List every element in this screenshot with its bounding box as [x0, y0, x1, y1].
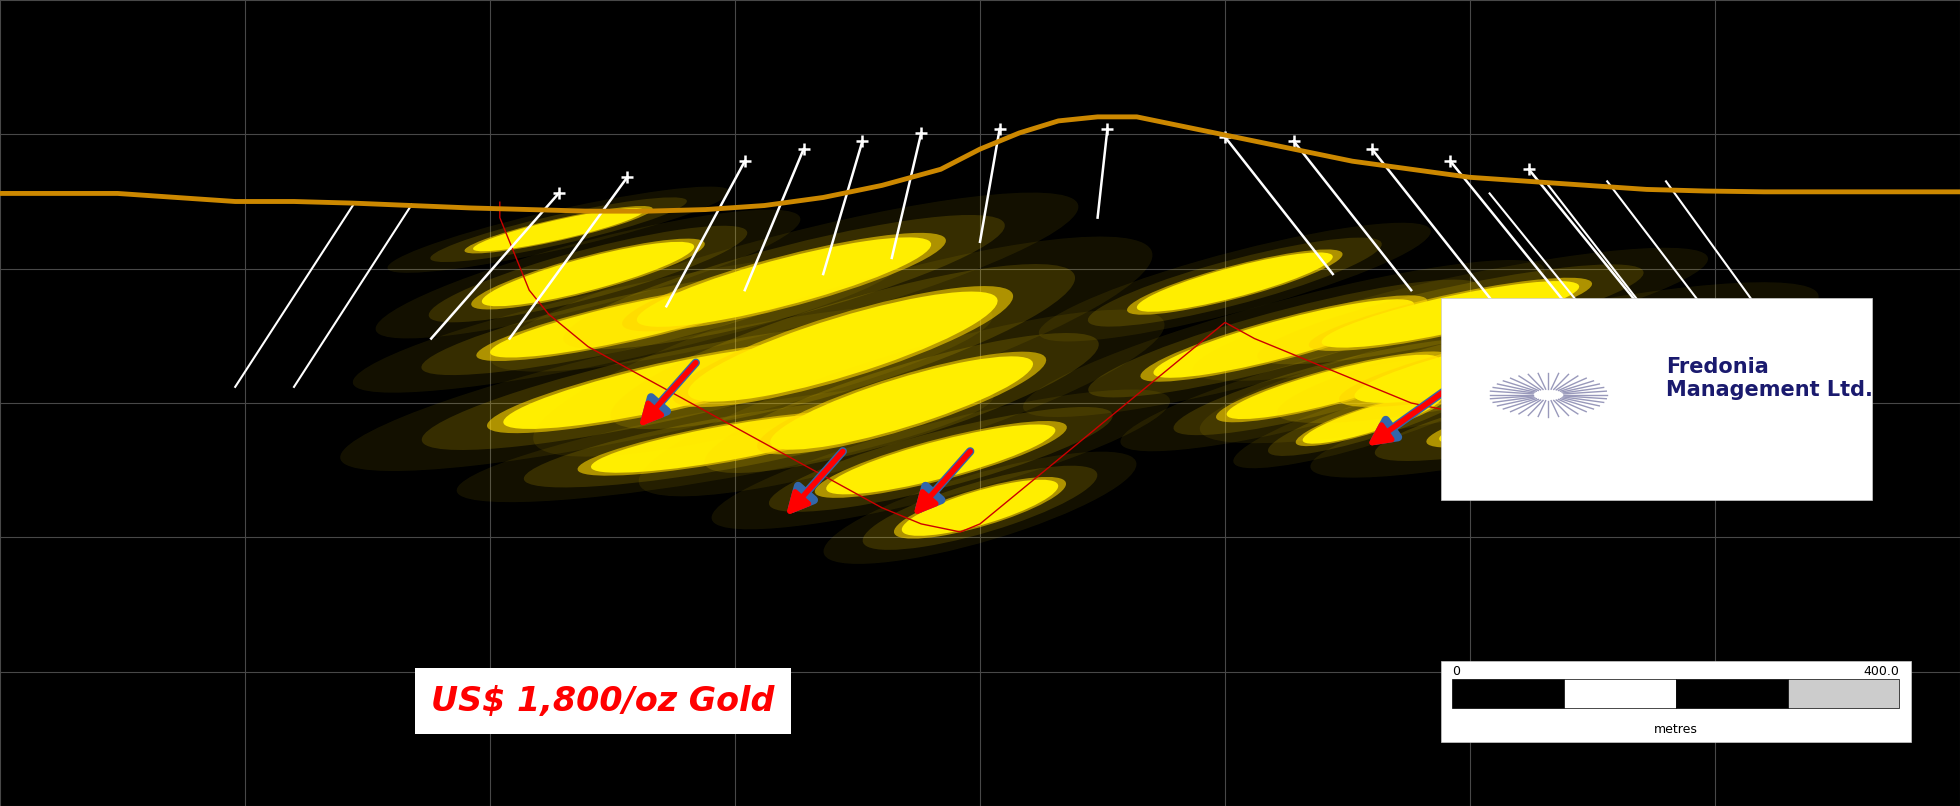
Ellipse shape	[470, 239, 706, 310]
Ellipse shape	[1321, 281, 1580, 347]
Ellipse shape	[523, 399, 927, 488]
Ellipse shape	[768, 407, 1113, 512]
Ellipse shape	[1296, 392, 1448, 447]
Ellipse shape	[621, 233, 947, 331]
Ellipse shape	[1311, 344, 1825, 478]
Ellipse shape	[704, 333, 1100, 473]
Ellipse shape	[770, 356, 1033, 450]
Ellipse shape	[1215, 351, 1450, 422]
Ellipse shape	[711, 389, 1170, 530]
Bar	[1788, 679, 1899, 708]
Ellipse shape	[388, 186, 729, 273]
Ellipse shape	[1227, 355, 1439, 419]
Ellipse shape	[1039, 222, 1431, 342]
Ellipse shape	[486, 341, 847, 433]
Ellipse shape	[1354, 322, 1664, 403]
FancyBboxPatch shape	[1441, 661, 1911, 742]
Ellipse shape	[476, 284, 778, 361]
Text: 0: 0	[1452, 665, 1460, 678]
Ellipse shape	[862, 466, 1098, 550]
Ellipse shape	[592, 413, 858, 473]
Text: 400.0: 400.0	[1864, 665, 1899, 678]
Ellipse shape	[827, 425, 1054, 494]
Ellipse shape	[578, 411, 872, 476]
Ellipse shape	[1303, 395, 1441, 443]
Text: Fredonia
Management Ltd.: Fredonia Management Ltd.	[1666, 357, 1874, 401]
Ellipse shape	[1374, 361, 1762, 461]
Ellipse shape	[612, 264, 1074, 429]
Ellipse shape	[1427, 375, 1709, 447]
Ellipse shape	[1088, 280, 1480, 397]
Ellipse shape	[637, 237, 931, 327]
Ellipse shape	[1194, 247, 1707, 381]
Ellipse shape	[1023, 260, 1544, 417]
Ellipse shape	[490, 287, 764, 358]
Ellipse shape	[902, 480, 1058, 536]
Ellipse shape	[757, 351, 1047, 455]
Ellipse shape	[1439, 378, 1697, 444]
Ellipse shape	[1127, 249, 1343, 315]
Ellipse shape	[1256, 264, 1644, 364]
Ellipse shape	[688, 292, 998, 401]
Ellipse shape	[1088, 238, 1382, 326]
Ellipse shape	[1339, 318, 1680, 407]
Ellipse shape	[1200, 282, 1819, 443]
Ellipse shape	[482, 242, 694, 306]
Text: US$ 1,800/oz Gold: US$ 1,800/oz Gold	[431, 685, 774, 717]
Ellipse shape	[815, 421, 1066, 498]
Ellipse shape	[431, 197, 686, 262]
Ellipse shape	[1141, 295, 1427, 382]
Ellipse shape	[353, 252, 902, 393]
Ellipse shape	[894, 477, 1066, 538]
Bar	[1676, 679, 1788, 708]
Ellipse shape	[421, 324, 911, 450]
Ellipse shape	[1309, 278, 1592, 351]
Ellipse shape	[376, 210, 800, 339]
Bar	[1452, 679, 1564, 708]
Ellipse shape	[1174, 339, 1492, 435]
Ellipse shape	[1268, 382, 1476, 456]
Ellipse shape	[429, 226, 747, 322]
Ellipse shape	[639, 310, 1164, 496]
Ellipse shape	[1233, 370, 1511, 468]
Ellipse shape	[533, 236, 1152, 457]
Ellipse shape	[563, 215, 1005, 349]
Ellipse shape	[1278, 302, 1740, 423]
Ellipse shape	[1121, 322, 1544, 451]
Ellipse shape	[457, 384, 994, 502]
Ellipse shape	[490, 193, 1078, 372]
FancyBboxPatch shape	[1441, 298, 1872, 500]
Bar	[1564, 679, 1676, 708]
Ellipse shape	[823, 451, 1137, 564]
Ellipse shape	[341, 303, 992, 471]
Ellipse shape	[421, 270, 833, 375]
Ellipse shape	[504, 345, 829, 429]
Ellipse shape	[1152, 299, 1415, 378]
Text: metres: metres	[1654, 724, 1697, 737]
Ellipse shape	[672, 286, 1013, 407]
Ellipse shape	[472, 208, 645, 251]
Ellipse shape	[465, 206, 653, 253]
Ellipse shape	[1137, 252, 1333, 312]
